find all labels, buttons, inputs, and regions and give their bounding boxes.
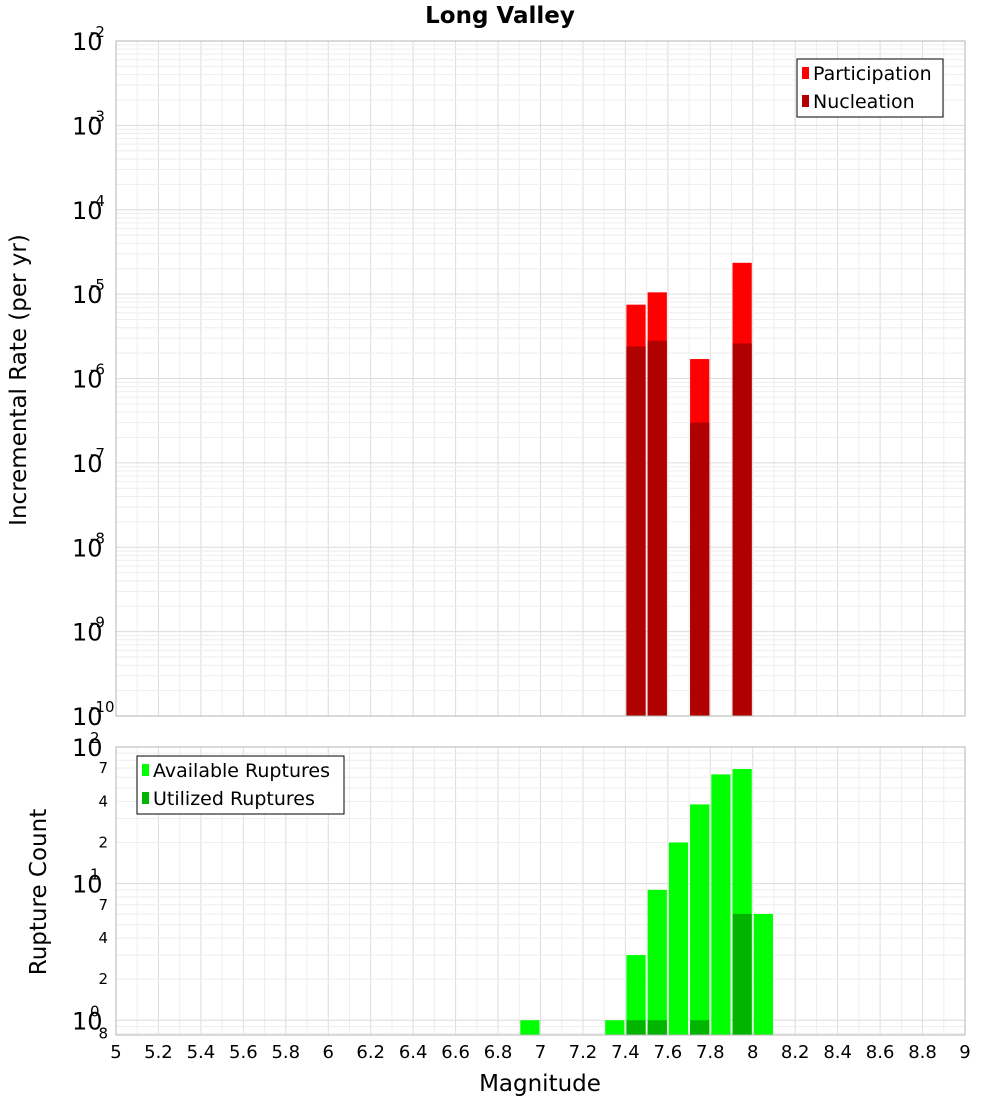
bottom-bar-secondary	[626, 1020, 646, 1035]
bottom-x-tick-label: 7.6	[654, 1042, 683, 1063]
bottom-plot-frame	[115, 746, 966, 1036]
top-plot-area: 10-210-310-410-510-610-710-810-910-10Par…	[72, 23, 966, 731]
top-legend: Participation Nucleation	[796, 58, 944, 118]
bottom-x-tick-label: 6	[323, 1042, 334, 1063]
bottom-x-tick-label: 6.4	[399, 1042, 428, 1063]
bottom-y-tick-exponent: 0	[90, 1002, 100, 1020]
bottom-x-tick-label: 8	[747, 1042, 758, 1063]
bottom-y-minor-tick-label: 4	[98, 929, 108, 947]
bottom-x-tick-label: 5	[110, 1042, 121, 1063]
top-legend-box	[796, 58, 944, 118]
bottom-x-tick-label: 7.4	[611, 1042, 640, 1063]
bottom-x-tick-label: 5.4	[187, 1042, 216, 1063]
top-bar-secondary	[626, 346, 646, 716]
bottom-bar-primary	[605, 1020, 625, 1035]
top-y-tick-exponent: -2	[90, 23, 105, 41]
bottom-legend: Available Ruptures Utilized Ruptures	[136, 755, 345, 815]
top-bar-secondary	[647, 340, 667, 716]
top-y-tick-label: 10	[72, 366, 103, 394]
bottom-y-tick-label: 10	[72, 871, 103, 899]
bottom-bar-primary	[626, 955, 646, 1035]
bottom-x-tick-label: 7.2	[569, 1042, 598, 1063]
bottom-legend-swatch	[142, 792, 149, 804]
top-legend-label: Participation	[813, 63, 932, 85]
bottom-bar-primary	[711, 774, 731, 1035]
top-y-tick-exponent: -5	[90, 276, 105, 294]
bottom-x-tick-label: 5.6	[229, 1042, 258, 1063]
top-plot-frame	[115, 40, 966, 717]
bottom-y-tick-exponent: 1	[90, 866, 100, 884]
chart-title: Long Valley	[425, 3, 575, 29]
top-y-tick-label: 10	[72, 703, 103, 731]
top-bar-secondary	[732, 343, 752, 716]
top-legend-swatch	[802, 67, 809, 79]
bottom-x-tick-label: 5.2	[144, 1042, 173, 1063]
top-bar-secondary	[690, 422, 710, 716]
bottom-y-tick-exponent: 2	[90, 729, 100, 747]
bottom-y-axis-label: Rupture Count	[26, 809, 52, 975]
top-y-tick-label: 10	[72, 112, 103, 140]
top-y-tick-label: 10	[72, 28, 103, 56]
bottom-legend-box	[136, 755, 345, 815]
bottom-y-minor-tick-label: 7	[98, 896, 108, 914]
bottom-bar-primary	[668, 842, 689, 1035]
bottom-x-tick-label: 5.8	[271, 1042, 300, 1063]
bottom-y-tick-label: 10	[72, 734, 103, 762]
bottom-bar-primary	[753, 913, 773, 1035]
top-y-tick-label: 10	[72, 619, 103, 647]
bottom-x-tick-label: 7	[535, 1042, 546, 1063]
top-y-tick-label: 10	[72, 281, 103, 309]
bottom-y-minor-tick-label: 8	[98, 1024, 108, 1042]
top-y-tick-exponent: -10	[90, 698, 115, 716]
bottom-legend-swatch	[142, 764, 149, 776]
bottom-bar-primary	[690, 804, 710, 1035]
x-axis-label: Magnitude	[479, 1071, 601, 1097]
top-y-tick-exponent: -9	[90, 614, 105, 632]
bottom-bar-primary	[520, 1020, 540, 1035]
bottom-x-tick-label: 8.8	[908, 1042, 937, 1063]
bottom-y-minor-tick-label: 7	[98, 759, 108, 777]
bottom-y-minor-tick-label: 4	[98, 792, 108, 810]
top-y-tick-label: 10	[72, 197, 103, 225]
top-y-tick-exponent: -4	[90, 192, 105, 210]
bottom-x-tick-label: 6.2	[356, 1042, 385, 1063]
bottom-y-minor-tick-label: 2	[98, 970, 108, 988]
bottom-bar-secondary	[690, 1020, 710, 1035]
top-y-tick-exponent: -8	[90, 529, 105, 547]
bottom-legend-label: Utilized Ruptures	[153, 788, 315, 810]
top-legend-label: Nucleation	[813, 91, 915, 113]
bottom-bar-secondary	[732, 913, 752, 1035]
top-y-tick-label: 10	[72, 534, 103, 562]
bottom-y-tick-label: 10	[72, 1007, 103, 1035]
top-legend-swatch	[802, 95, 809, 107]
top-y-tick-label: 10	[72, 450, 103, 478]
bottom-bar-primary	[647, 889, 667, 1035]
top-y-tick-exponent: -3	[90, 107, 105, 125]
top-y-tick-exponent: -6	[90, 361, 105, 379]
bottom-x-tick-label: 8.2	[781, 1042, 810, 1063]
bottom-x-tick-label: 8.4	[823, 1042, 852, 1063]
bottom-x-tick-label: 6.6	[441, 1042, 470, 1063]
bottom-legend-label: Available Ruptures	[153, 760, 330, 782]
bottom-x-tick-label: 9	[959, 1042, 970, 1063]
top-y-axis-label: Incremental Rate (per yr)	[6, 234, 32, 526]
bottom-x-tick-label: 8.6	[866, 1042, 895, 1063]
bottom-x-tick-label: 6.8	[484, 1042, 513, 1063]
top-y-tick-exponent: -7	[90, 445, 105, 463]
bottom-x-tick-label: 7.8	[696, 1042, 725, 1063]
bottom-bar-secondary	[647, 1020, 667, 1035]
bottom-y-minor-tick-label: 2	[98, 833, 108, 851]
